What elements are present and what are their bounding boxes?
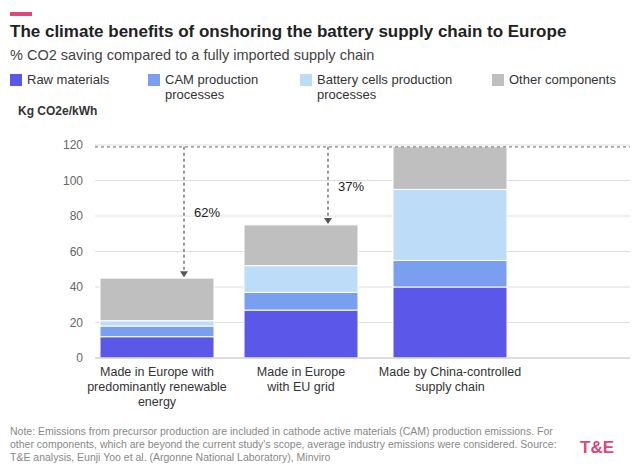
tick-label: 120 bbox=[63, 138, 83, 152]
legend-label: Raw materials bbox=[27, 72, 147, 87]
bar-segment bbox=[100, 337, 214, 358]
category-label: Made in Europe with predominantly renewa… bbox=[77, 365, 237, 410]
bar-segment bbox=[100, 321, 214, 326]
annotation-arrow bbox=[327, 147, 328, 220]
bar-segment bbox=[393, 147, 507, 190]
legend-swatch bbox=[10, 74, 22, 86]
tick-label: 80 bbox=[70, 209, 84, 223]
tick-label: 20 bbox=[70, 316, 84, 330]
legend-label: Other components bbox=[509, 72, 634, 87]
source-logo: T&E bbox=[580, 438, 614, 458]
tick-label: 100 bbox=[63, 174, 83, 188]
bar-segment bbox=[244, 292, 358, 310]
y-axis: 0 20 40 60 80 100 120 bbox=[63, 138, 630, 365]
bars bbox=[100, 147, 507, 358]
subtitle: % CO2 saving compared to a fully importe… bbox=[10, 47, 374, 63]
chart: 0 20 40 60 80 100 120 62% 37% bbox=[0, 0, 634, 476]
tick-label: 0 bbox=[76, 351, 83, 365]
note: Note: Emissions from precursor productio… bbox=[10, 425, 565, 464]
annotation: 37% bbox=[338, 179, 364, 194]
legend-swatch bbox=[492, 74, 504, 86]
tick-label: 40 bbox=[70, 280, 84, 294]
grid-line bbox=[95, 358, 630, 359]
y-axis-label: Kg CO2e/kWh bbox=[18, 104, 97, 118]
grid-line bbox=[95, 251, 630, 252]
bar-segment bbox=[100, 326, 214, 337]
grid-line bbox=[95, 145, 630, 146]
arrow-head bbox=[324, 218, 332, 224]
baseline bbox=[95, 358, 630, 359]
title: The climate benefits of onshoring the ba… bbox=[10, 22, 566, 42]
bar-segment bbox=[244, 310, 358, 358]
category-label: Made in Europe with EU grid bbox=[246, 365, 356, 395]
bar-segment bbox=[100, 278, 214, 321]
bar-segment bbox=[244, 225, 358, 266]
annotation-arrow bbox=[183, 147, 184, 273]
annotations: 62% 37% bbox=[95, 147, 630, 277]
bar-segment bbox=[244, 266, 358, 293]
bar-segment bbox=[393, 189, 507, 260]
bar-segment bbox=[393, 260, 507, 287]
grid-line bbox=[95, 216, 630, 217]
bar-segment bbox=[393, 287, 507, 358]
legend-label: CAM production processes bbox=[165, 72, 315, 102]
legend-swatch bbox=[148, 74, 160, 86]
tick-label: 60 bbox=[70, 245, 84, 259]
legend-label: Battery cells production processes bbox=[317, 72, 487, 102]
category-label: Made by China-controlled supply chain bbox=[375, 365, 525, 395]
arrow-head bbox=[180, 271, 188, 277]
accent-bar bbox=[10, 12, 32, 16]
annotation: 62% bbox=[194, 205, 220, 220]
reference-line bbox=[95, 146, 630, 147]
legend-swatch bbox=[300, 74, 312, 86]
